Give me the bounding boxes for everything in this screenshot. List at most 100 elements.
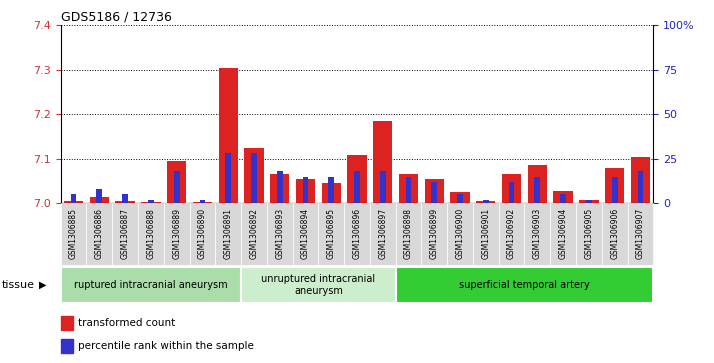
Bar	[303, 177, 308, 203]
Bar	[164, 203, 189, 265]
Bar	[61, 203, 86, 265]
Bar	[425, 179, 444, 203]
Text: transformed count: transformed count	[79, 318, 176, 328]
Bar	[396, 267, 653, 303]
Text: GSM1306896: GSM1306896	[353, 208, 361, 259]
Bar	[226, 154, 231, 203]
Bar	[638, 171, 643, 203]
Bar	[457, 195, 463, 203]
Bar	[174, 171, 179, 203]
Text: GSM1306890: GSM1306890	[198, 208, 207, 259]
Bar	[112, 203, 138, 265]
Bar	[373, 121, 393, 203]
Bar	[277, 171, 283, 203]
Bar	[61, 267, 241, 303]
Bar	[370, 203, 396, 265]
Text: GSM1306885: GSM1306885	[69, 208, 78, 259]
Text: GSM1306886: GSM1306886	[95, 208, 104, 259]
Bar	[396, 203, 421, 265]
Bar	[473, 203, 498, 265]
Bar	[61, 339, 73, 354]
Bar	[241, 203, 267, 265]
Bar	[318, 203, 344, 265]
Text: GSM1306898: GSM1306898	[404, 208, 413, 259]
Bar	[399, 174, 418, 203]
Bar	[96, 189, 102, 203]
Bar	[193, 202, 212, 203]
Bar	[560, 195, 566, 203]
Text: GSM1306895: GSM1306895	[327, 208, 336, 259]
Bar	[498, 203, 525, 265]
Bar	[476, 201, 496, 203]
Text: unruptured intracranial
aneurysm: unruptured intracranial aneurysm	[261, 274, 376, 296]
Bar	[116, 201, 135, 203]
Text: GDS5186 / 12736: GDS5186 / 12736	[61, 11, 171, 24]
Bar	[241, 267, 396, 303]
Bar	[199, 200, 206, 203]
Bar	[579, 200, 598, 203]
Text: GSM1306905: GSM1306905	[584, 208, 593, 260]
Bar	[535, 177, 540, 203]
Bar	[189, 203, 216, 265]
Text: GSM1306893: GSM1306893	[275, 208, 284, 259]
Bar	[61, 315, 73, 330]
Bar	[321, 183, 341, 203]
Bar	[380, 171, 386, 203]
Text: tissue: tissue	[1, 280, 34, 290]
Bar	[328, 177, 334, 203]
Bar	[508, 182, 515, 203]
Text: ruptured intracranial aneurysm: ruptured intracranial aneurysm	[74, 280, 228, 290]
Bar	[64, 201, 84, 203]
Text: GSM1306903: GSM1306903	[533, 208, 542, 260]
Text: GSM1306894: GSM1306894	[301, 208, 310, 259]
Text: GSM1306888: GSM1306888	[146, 208, 156, 259]
Text: ▶: ▶	[39, 280, 47, 290]
Bar	[167, 161, 186, 203]
Text: GSM1306904: GSM1306904	[558, 208, 568, 260]
Bar	[86, 203, 112, 265]
Bar	[90, 197, 109, 203]
Bar	[630, 156, 650, 203]
Text: GSM1306906: GSM1306906	[610, 208, 619, 260]
Text: GSM1306891: GSM1306891	[223, 208, 233, 259]
Text: GSM1306892: GSM1306892	[249, 208, 258, 259]
Bar	[612, 177, 618, 203]
Text: GSM1306901: GSM1306901	[481, 208, 491, 259]
Text: GSM1306907: GSM1306907	[636, 208, 645, 260]
Bar	[586, 200, 592, 203]
Bar	[267, 203, 293, 265]
Text: percentile rank within the sample: percentile rank within the sample	[79, 341, 254, 351]
Bar	[354, 171, 360, 203]
Bar	[293, 203, 318, 265]
Text: GSM1306887: GSM1306887	[121, 208, 130, 259]
Bar	[218, 68, 238, 203]
Text: GSM1306899: GSM1306899	[430, 208, 439, 259]
Bar	[550, 203, 576, 265]
Bar	[244, 148, 263, 203]
Bar	[525, 203, 550, 265]
Bar	[451, 192, 470, 203]
Bar	[502, 174, 521, 203]
Bar	[344, 203, 370, 265]
Bar	[270, 174, 289, 203]
Bar	[553, 191, 573, 203]
Text: superficial temporal artery: superficial temporal artery	[459, 280, 590, 290]
Bar	[421, 203, 447, 265]
Bar	[347, 155, 367, 203]
Bar	[71, 195, 76, 203]
Bar	[296, 179, 315, 203]
Bar	[576, 203, 602, 265]
Text: GSM1306889: GSM1306889	[172, 208, 181, 259]
Bar	[447, 203, 473, 265]
Bar	[216, 203, 241, 265]
Bar	[122, 195, 128, 203]
Bar	[251, 154, 257, 203]
Bar	[602, 203, 628, 265]
Bar	[431, 182, 437, 203]
Bar	[406, 177, 411, 203]
Bar	[138, 203, 164, 265]
Bar	[528, 166, 547, 203]
Text: GSM1306900: GSM1306900	[456, 208, 465, 260]
Bar	[148, 200, 154, 203]
Bar	[628, 203, 653, 265]
